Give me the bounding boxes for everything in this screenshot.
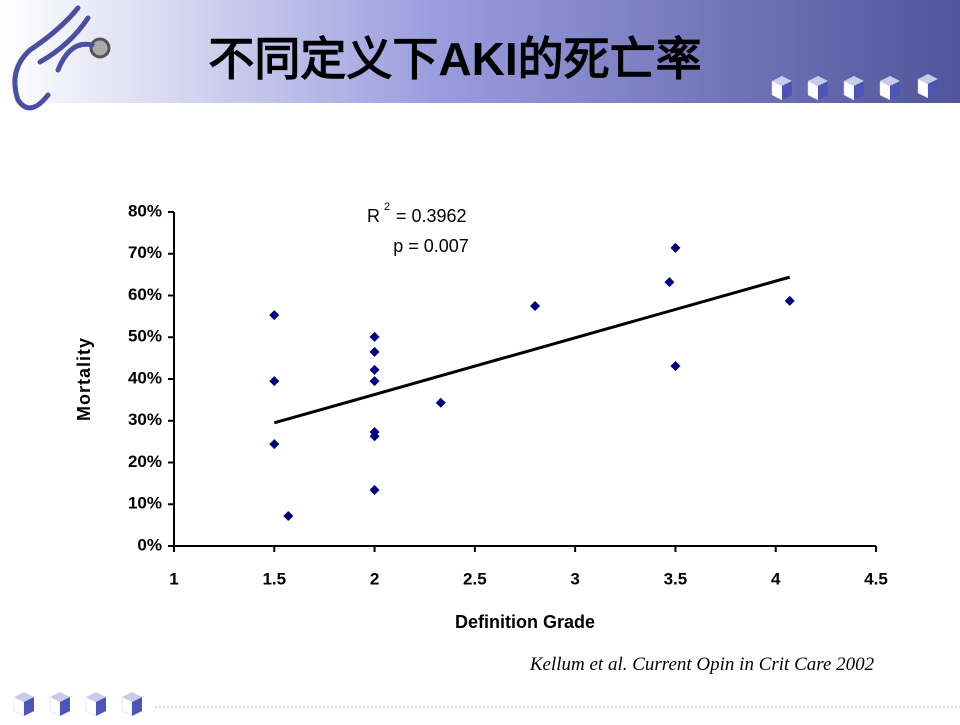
plot: 0% 10% 20% 30% 40% 50% 60% 70% 80% 1 1.5 2 2.5 3 3.5 4 4…	[128, 201, 888, 588]
y-tick-label: 20%	[128, 452, 162, 471]
data-point	[530, 300, 541, 311]
data-point	[784, 295, 795, 306]
slide-title: 不同定义下AKI的死亡率	[208, 33, 701, 85]
r2-value: = 0.3962	[396, 206, 467, 226]
x-tick-label: 4	[771, 569, 781, 588]
x-tick-label: 3	[570, 569, 579, 588]
x-tick-label: 1.5	[262, 569, 286, 588]
r2-sup: 2	[384, 201, 390, 213]
data-point	[664, 277, 675, 288]
header-bar	[0, 0, 960, 103]
y-tick-label: 10%	[128, 494, 162, 513]
x-tick-label: 2	[370, 569, 379, 588]
x-tick-label: 1	[169, 569, 178, 588]
data-point	[369, 364, 380, 375]
p-value: p = 0.007	[393, 236, 469, 256]
trendline	[273, 275, 791, 425]
y-tick-label: 50%	[128, 327, 162, 346]
data-point	[369, 346, 380, 357]
data-point	[435, 397, 446, 408]
data-point	[283, 510, 294, 521]
data-point	[369, 376, 380, 387]
data-point	[670, 361, 681, 372]
data-point	[269, 376, 280, 387]
data-point	[369, 431, 380, 442]
x-tick-label: 4.5	[864, 569, 888, 588]
data-point	[269, 310, 280, 321]
y-tick-label: 40%	[128, 368, 162, 387]
y-tick-label: 70%	[128, 243, 162, 262]
y-axis-title: Mortality	[74, 337, 94, 421]
x-axis-title: Definition Grade	[455, 612, 595, 632]
y-tick-label: 80%	[128, 201, 162, 220]
x-tick-label: 2.5	[463, 569, 487, 588]
x-tick-label: 3.5	[664, 569, 688, 588]
r2-base: R	[367, 206, 380, 226]
citation: Kellum et al. Current Opin in Crit Care …	[529, 654, 875, 675]
y-tick-label: 30%	[128, 410, 162, 429]
y-tick-label: 0%	[137, 535, 162, 554]
data-point	[670, 242, 681, 253]
data-point	[369, 331, 380, 342]
data-point	[269, 439, 280, 450]
data-point	[369, 485, 380, 496]
stethoscope-icon	[12, 5, 111, 111]
y-tick-label: 60%	[128, 285, 162, 304]
